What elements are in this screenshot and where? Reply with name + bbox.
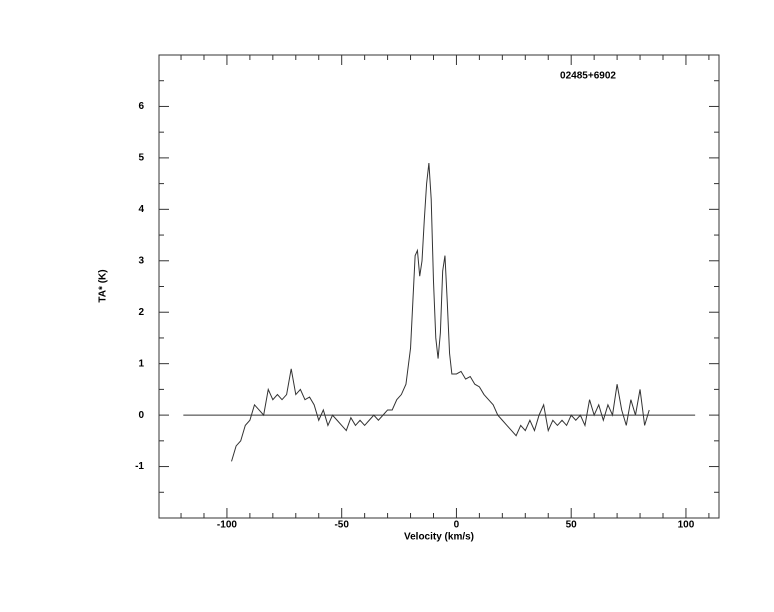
- annotation: 02485+6902: [560, 71, 616, 82]
- y-tick-label: 3: [138, 255, 144, 266]
- x-axis-label: Velocity (km/s): [404, 532, 474, 543]
- y-tick-label: 2: [138, 307, 144, 318]
- y-tick-label: 0: [138, 410, 144, 421]
- y-tick-label: 1: [138, 358, 144, 369]
- y-tick-label: 5: [138, 153, 144, 164]
- x-tick-label: -50: [334, 520, 349, 531]
- x-tick-label: -100: [217, 520, 237, 531]
- x-tick-label: 50: [566, 520, 578, 531]
- spectrum-line: [231, 162, 650, 462]
- y-tick-label: 6: [138, 101, 144, 112]
- x-tick-label: 0: [454, 520, 460, 531]
- x-tick-label: 100: [678, 520, 695, 531]
- y-tick-label: 4: [138, 204, 144, 215]
- y-tick-label: -1: [135, 461, 144, 472]
- plot-frame: [158, 54, 720, 519]
- y-axis-label: TA* (K): [98, 269, 109, 302]
